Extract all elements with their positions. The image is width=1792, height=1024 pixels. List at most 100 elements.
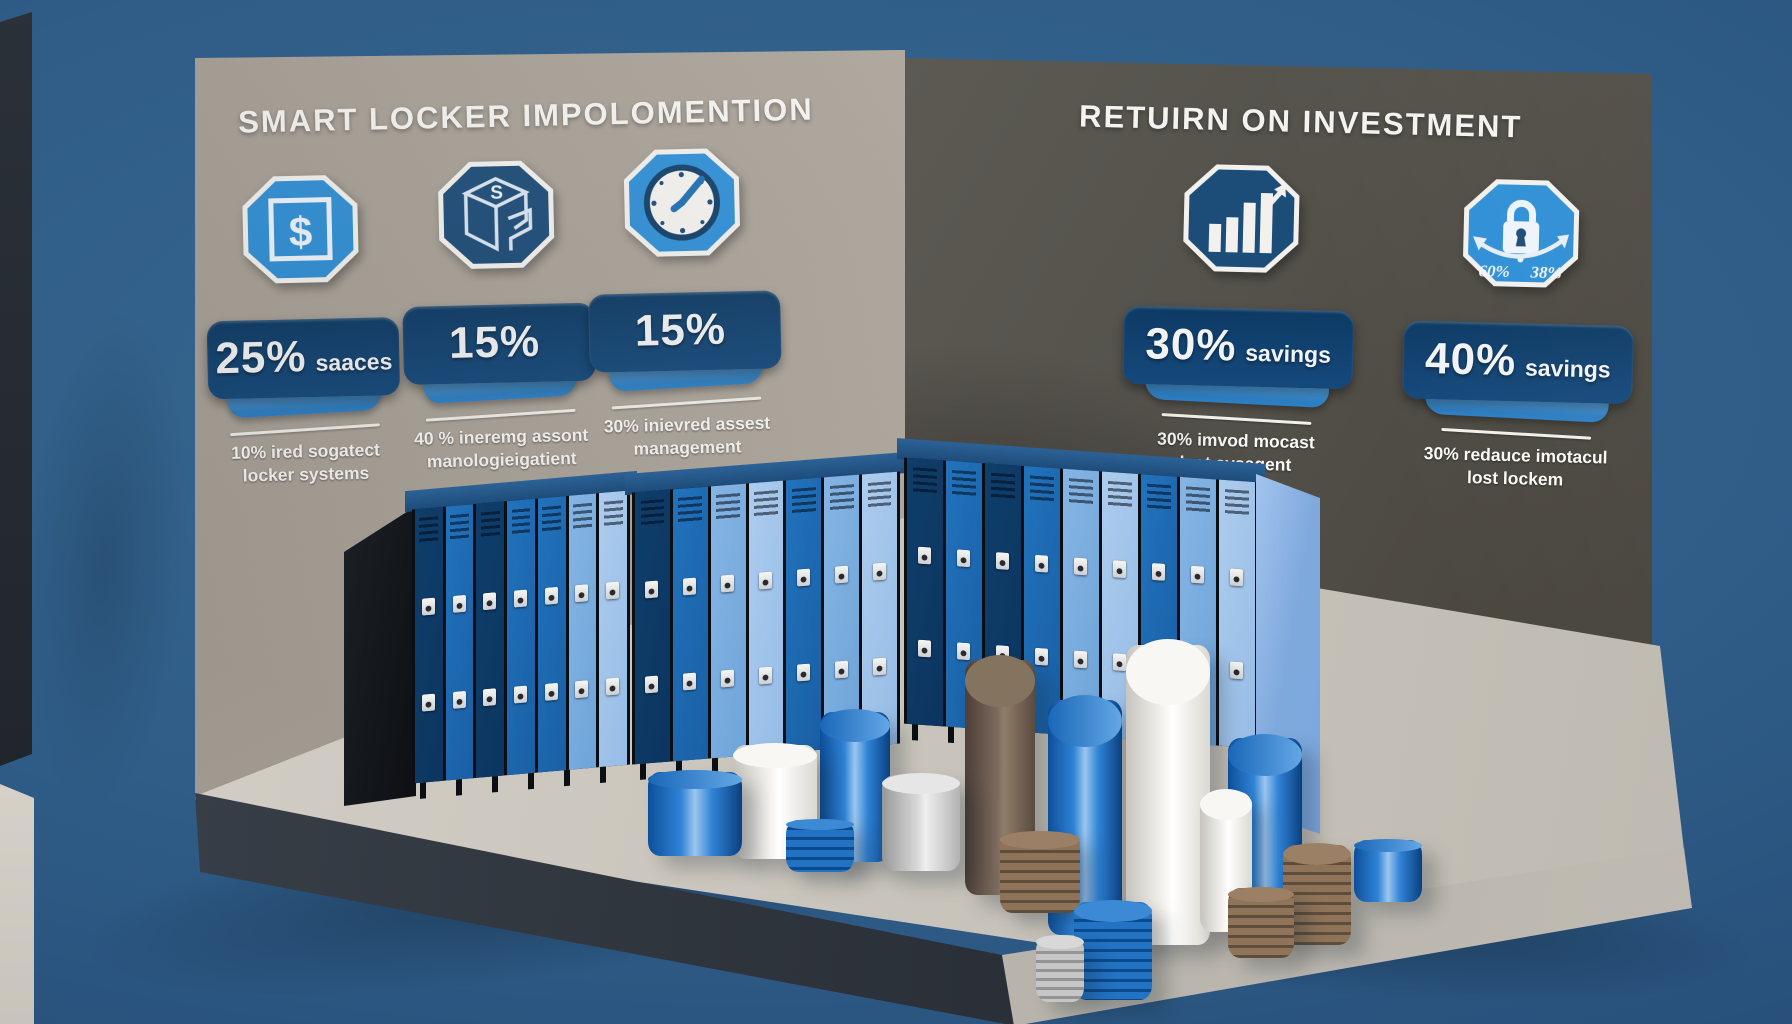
locker-door [862, 471, 898, 747]
locker-lock [544, 683, 558, 702]
locker-door [537, 496, 566, 773]
badge-ribbon [1145, 372, 1330, 409]
stat-description: 30% redauce imotacul lost lockem [1400, 441, 1631, 493]
description-line: 30% redauce imotacul [1423, 443, 1608, 468]
badge-value: 15% [634, 304, 727, 356]
locker-lock [514, 685, 528, 704]
badge-label [549, 335, 550, 361]
locker-door [748, 480, 784, 756]
stat-badge: 30% savings [1122, 305, 1355, 409]
locker-lock [957, 642, 970, 661]
right-panel-title: RETUIRN ON INVESTMENT [1078, 98, 1523, 145]
svg-text:S: S [490, 183, 503, 204]
description-line: manologieigatient [426, 448, 577, 472]
cylinder-blue-squat [1354, 838, 1422, 902]
locker-door [507, 498, 535, 776]
badge-value: 30% [1144, 319, 1238, 371]
cylinder-white-tall [1126, 639, 1210, 945]
locker-lock [1113, 653, 1126, 672]
badge-value: 25% [214, 332, 307, 384]
description-line: 40 % ineremg assont [413, 424, 589, 449]
locker-door [710, 483, 746, 759]
stat-loss-reduction: 60% 38% 40% savings 30% redauce imotacul … [1400, 175, 1638, 494]
locker-lock [721, 669, 735, 688]
badge-label [735, 322, 736, 348]
locker-lock [872, 657, 886, 676]
locker-lock [421, 693, 435, 712]
description-line: management [633, 436, 742, 459]
locker-lock [1230, 661, 1243, 680]
coin-stack-bronze [1000, 831, 1080, 913]
coin-stack-silver [1036, 934, 1084, 1002]
arc-left-label: 60% [1478, 261, 1510, 281]
locker-bank [412, 490, 630, 799]
locker-door [568, 493, 597, 770]
underline [425, 408, 576, 422]
stat-roi-growth: 30% savings 30% imvod mocast lost sysagen… [1120, 160, 1358, 479]
locker-lock [796, 663, 810, 682]
locker-door [445, 504, 474, 781]
stat-asset-tracking: S 15% 40 % ineremg assont manologieigati… [399, 157, 598, 474]
left-panel-wall: SMART LOCKER IMPOLOMENTION $ 25% saaces 1… [195, 50, 905, 800]
badge-ribbon [227, 383, 382, 419]
badge-label: savings [1244, 339, 1332, 368]
badge-ribbon [423, 369, 577, 405]
stat-cost-savings: $ 25% saaces 10% ired sogatect locker sys… [203, 171, 402, 488]
underline [611, 396, 762, 410]
cylinder-silver [882, 773, 960, 871]
arc-right-label: 38% [1529, 263, 1562, 283]
stat-description: 30% inievred assest management [591, 411, 784, 462]
badge-label: saaces [315, 348, 393, 376]
locker-door [599, 490, 628, 768]
clock-icon [623, 148, 740, 257]
locker-doors [412, 490, 630, 784]
underline [230, 423, 380, 437]
package-icon: S [438, 160, 555, 269]
locker-door [476, 501, 505, 778]
locker-bank-side-panel [344, 506, 416, 806]
svg-text:$: $ [288, 208, 312, 256]
stat-description: 10% ired sogatect locker systems [209, 438, 402, 489]
locker-lock [645, 675, 659, 694]
stat-description: 40 % ineremg assont manologieigatient [405, 424, 598, 475]
locker-door [786, 477, 822, 753]
locker-lock [452, 691, 466, 710]
right-wall-side-edge [0, 784, 34, 1024]
coin-stack-bronze [1283, 843, 1351, 945]
left-wall-side-edge [0, 12, 32, 766]
locker-lock [918, 639, 931, 658]
locker-lock [1035, 647, 1048, 666]
coin-stack-bronze [1228, 886, 1294, 958]
underline [1161, 413, 1312, 425]
stat-badge: 15% [402, 302, 596, 405]
locker-lock [575, 680, 589, 699]
locker-door [415, 506, 443, 784]
stat-badge: 40% savings [1402, 320, 1634, 423]
locker-lock [483, 688, 497, 707]
badge-value: 15% [448, 316, 541, 368]
badge-ribbon [1424, 387, 1610, 423]
badge-ribbon [609, 357, 763, 392]
dollar-sign-icon: $ [242, 175, 359, 284]
locker-lock [683, 672, 697, 691]
badge-label: savings [1524, 354, 1611, 383]
description-line: lost lockem [1466, 467, 1564, 490]
locker-door [672, 486, 708, 762]
locker-door [635, 489, 670, 765]
stat-time-savings: 15% 30% inievred assest management [585, 144, 784, 461]
stat-badge: 25% saaces [206, 317, 401, 419]
description-line: 10% ired sogatect [230, 439, 381, 463]
description-line: locker systems [242, 462, 370, 486]
locker-lock [606, 677, 620, 696]
coin-stack-blue [786, 818, 854, 872]
wall-shadow [2, 294, 208, 826]
stat-badge: 15% [588, 290, 782, 392]
locker-lock [1074, 650, 1087, 669]
locker-lock [759, 666, 772, 685]
badge-value: 40% [1424, 334, 1517, 386]
description-line: 30% inievred assest [603, 412, 771, 437]
cylinder-blue-squat [648, 770, 742, 856]
description-line: 30% imvod mocast [1156, 428, 1315, 453]
locker-door [1219, 479, 1255, 749]
